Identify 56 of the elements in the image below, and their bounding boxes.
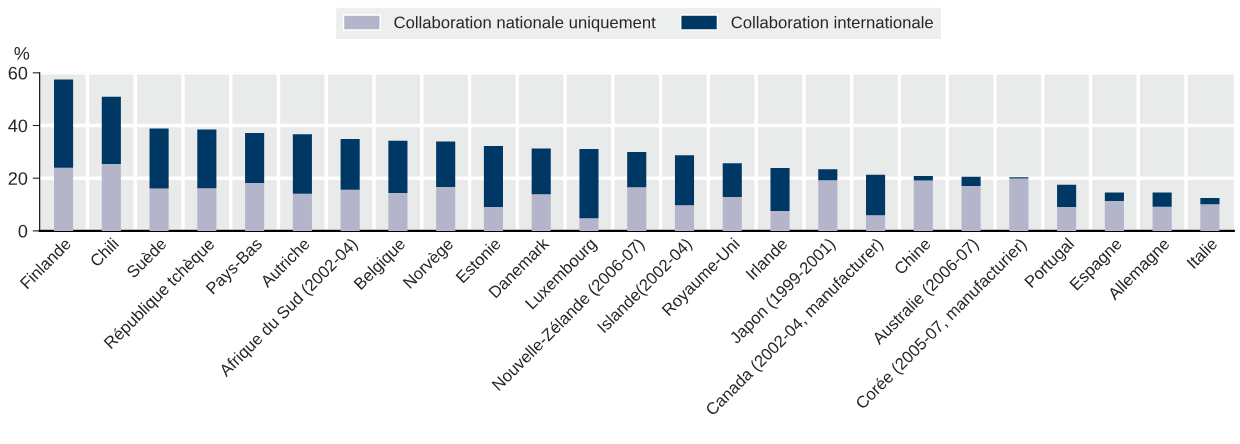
bar [866, 174, 886, 216]
bar [674, 155, 695, 206]
bar [149, 188, 169, 231]
bar [913, 176, 933, 181]
bar [197, 188, 217, 231]
bar [340, 189, 360, 231]
bar [54, 79, 74, 168]
bar [770, 211, 790, 231]
bar [627, 187, 647, 231]
bar [627, 152, 647, 188]
bar [866, 215, 886, 231]
bar [1104, 192, 1124, 202]
bar [674, 205, 695, 231]
y-tick-label: 0 [18, 224, 28, 238]
bar [961, 176, 981, 187]
bar [436, 186, 456, 231]
bar [579, 148, 599, 219]
bar [149, 128, 169, 189]
bar [101, 96, 121, 164]
bar [292, 134, 312, 194]
bar [245, 132, 265, 183]
y-tick-label: 60 [8, 66, 28, 80]
bar [1057, 184, 1077, 207]
bar [340, 138, 360, 190]
bar [1152, 192, 1172, 207]
legend-label: Collaboration internationale [731, 16, 933, 29]
bar [101, 163, 121, 231]
bar [531, 194, 551, 231]
y-tick-label: 40 [8, 119, 28, 133]
bar [1152, 206, 1172, 231]
bar [483, 146, 503, 207]
bar [818, 180, 838, 231]
bar [197, 129, 217, 189]
bar [579, 218, 599, 231]
bar [770, 167, 790, 212]
bar [388, 192, 408, 231]
y-tick-label: 20 [8, 172, 28, 185]
bar [54, 167, 74, 231]
bar [436, 141, 456, 187]
bar [1057, 206, 1077, 231]
bar [1009, 178, 1029, 231]
bar [483, 206, 503, 231]
bar [722, 196, 742, 231]
bar [818, 169, 838, 181]
bar [1104, 201, 1124, 231]
bar [292, 193, 312, 231]
y-axis-title: % [14, 47, 30, 60]
bar [913, 180, 933, 231]
bar [388, 140, 408, 193]
bar [722, 163, 742, 197]
bar [961, 186, 981, 231]
bar [245, 182, 265, 231]
legend-label: Collaboration nationale uniquement [394, 16, 656, 32]
bar [1200, 197, 1220, 205]
bar [531, 148, 551, 195]
bar [1200, 204, 1220, 231]
